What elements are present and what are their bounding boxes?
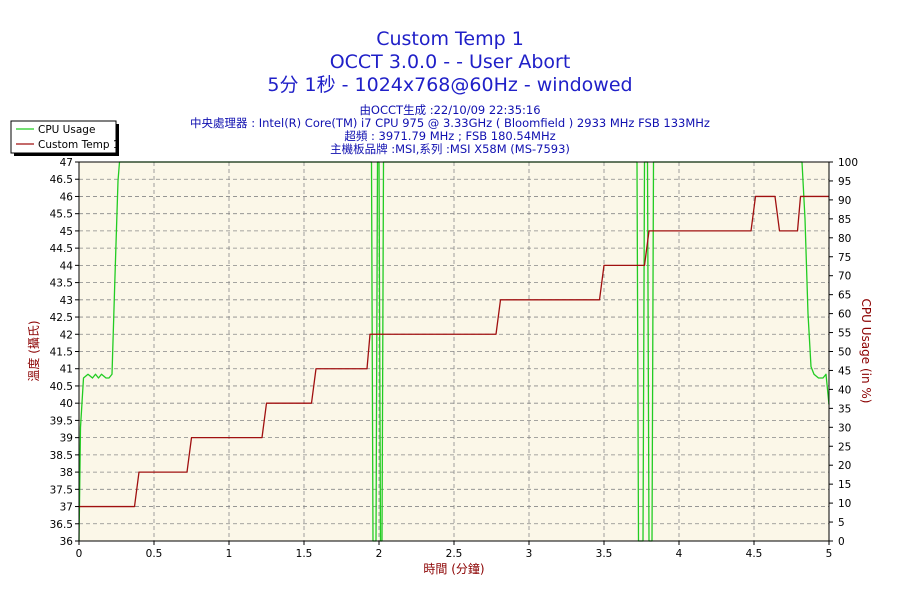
x-tick-label: 0.5 [146,548,163,560]
x-axis-label: 時間 (分鐘) [423,561,484,576]
y-right-tick-label: 95 [838,176,851,188]
y-left-tick-label: 45.5 [50,209,73,221]
y-left-tick-label: 36 [60,536,74,548]
y-right-tick-label: 30 [838,422,851,434]
y-right-tick-label: 60 [838,309,851,321]
y-right-tick-label: 90 [838,195,851,207]
y-right-tick-label: 45 [838,365,851,377]
y-left-tick-label: 39 [60,433,73,445]
info-line-motherboard: 主機板品牌 :MSI,系列 :MSI X58M (MS-7593) [330,142,570,156]
x-tick-label: 1 [226,548,233,560]
chart-title-line1: Custom Temp 1 [376,28,524,50]
x-tick-label: 4 [676,548,683,560]
y-left-tick-label: 47 [60,157,73,169]
y-right-tick-label: 100 [838,157,858,169]
info-line-overclock: 超頻 : 3971.79 MHz ; FSB 180.54MHz [344,129,555,143]
y-right-tick-label: 5 [838,517,845,529]
y-left-tick-label: 39.5 [50,415,73,427]
x-tick-label: 3 [526,548,533,560]
legend-box [10,120,117,154]
y-right-tick-label: 75 [838,252,851,264]
x-tick-label: 2.5 [446,548,463,560]
x-tick-label: 3.5 [596,548,613,560]
y-right-tick-label: 10 [838,498,851,510]
y-left-tick-label: 46.5 [50,174,73,186]
x-tick-label: 2 [376,548,383,560]
y-left-tick-label: 43.5 [50,278,73,290]
x-tick-label: 4.5 [746,548,763,560]
y-left-tick-label: 40 [60,398,73,410]
y-left-tick-label: 37 [60,502,73,514]
y-axis-left-label: 溫度 (攝氏) [26,320,41,381]
info-line-generated: 由OCCT生成 :22/10/09 22:35:16 [359,103,540,117]
chart-title-line3: 5分 1秒 - 1024x768@60Hz - windowed [267,74,632,96]
y-right-tick-label: 25 [838,441,851,453]
x-tick-label: 5 [826,548,833,560]
x-tick-label: 1.5 [296,548,313,560]
y-left-tick-label: 45 [60,226,73,238]
chart-title-line2: OCCT 3.0.0 - - User Abort [330,51,571,73]
y-right-tick-label: 50 [838,347,851,359]
y-left-tick-label: 44 [60,260,74,272]
y-right-tick-label: 85 [838,214,851,226]
y-right-tick-label: 35 [838,403,851,415]
y-right-tick-label: 80 [838,233,851,245]
y-right-tick-label: 15 [838,479,851,491]
y-axis-right-label: CPU Usage (in %) [859,299,873,404]
y-left-tick-label: 38.5 [50,450,73,462]
y-left-tick-label: 38 [60,467,73,479]
y-left-tick-label: 41 [60,364,73,376]
y-right-tick-label: 55 [838,328,851,340]
y-right-tick-label: 65 [838,290,851,302]
y-left-tick-label: 42.5 [50,312,73,324]
y-right-tick-label: 0 [838,536,845,548]
info-line-cpu: 中央處理器 : Intel(R) Core(TM) i7 CPU 975 @ 3… [190,116,710,130]
axes: 0 0.5 1 1.5 2 2.5 3 3.5 4 4.5 53636.53737.53838.53… [50,157,858,560]
legend-label-custom-temp-1: Custom Temp 1 [38,139,120,151]
y-left-tick-label: 44.5 [50,243,73,255]
grid-lines [79,162,829,541]
y-left-tick-label: 43 [60,295,73,307]
y-right-tick-label: 40 [838,384,851,396]
y-right-tick-label: 20 [838,460,851,472]
legend: CPU Usage Custom Temp 1 [10,120,120,156]
x-tick-label: 0 [76,548,83,560]
y-left-tick-label: 41.5 [50,347,73,359]
y-left-tick-label: 37.5 [50,484,73,496]
series-line-custom-temp-1 [79,195,829,508]
y-left-tick-label: 42 [60,329,73,341]
y-right-tick-label: 70 [838,271,851,283]
y-left-tick-label: 46 [60,191,74,203]
y-left-tick-label: 40.5 [50,381,73,393]
legend-label-cpu-usage: CPU Usage [38,124,95,136]
y-left-tick-label: 36.5 [50,519,73,531]
